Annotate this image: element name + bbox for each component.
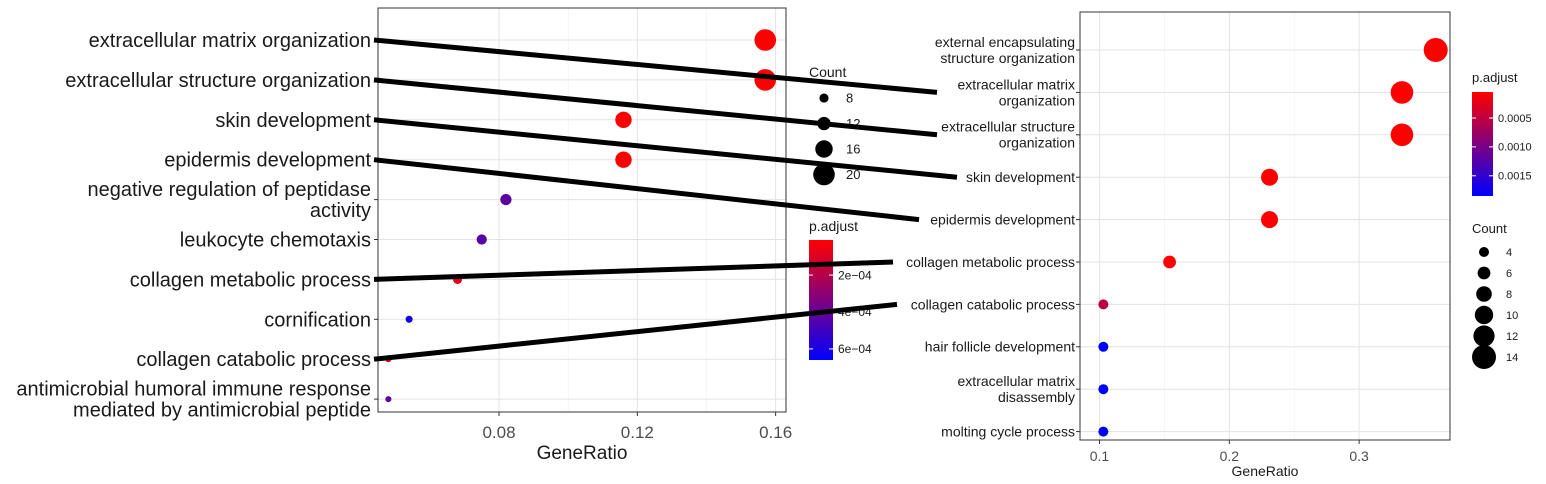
data-point xyxy=(500,194,512,206)
size-legend-key xyxy=(1474,305,1494,325)
y-tick-label: extracellular matrix xyxy=(958,76,1075,92)
y-tick-label: external encapsulating xyxy=(935,34,1075,50)
data-point xyxy=(1098,384,1109,395)
y-tick-label: activity xyxy=(310,200,371,222)
color-legend-label: 0.0005 xyxy=(1498,113,1532,125)
data-point xyxy=(1098,341,1109,352)
size-legend-key xyxy=(813,163,835,186)
data-point xyxy=(1261,211,1279,229)
panel-background xyxy=(378,8,786,412)
size-legend-title: Count xyxy=(809,64,846,80)
y-tick-label: leukocyte chemotaxis xyxy=(180,230,371,252)
size-legend-label: 8 xyxy=(1506,289,1512,301)
x-tick-label: 0.3 xyxy=(1349,448,1369,464)
x-tick-label: 0.12 xyxy=(621,423,654,442)
x-tick-label: 0.16 xyxy=(759,423,792,442)
color-legend-bar xyxy=(809,240,833,360)
data-point xyxy=(405,315,413,323)
y-tick-label: extracellular matrix xyxy=(958,373,1075,389)
size-legend-label: 20 xyxy=(846,167,860,182)
data-point xyxy=(1423,38,1448,62)
data-point xyxy=(1098,299,1109,310)
color-legend-title: p.adjust xyxy=(1472,70,1518,85)
y-tick-label: epidermis development xyxy=(930,212,1075,228)
color-legend-bar xyxy=(1472,92,1493,196)
y-tick-label: epidermis development xyxy=(164,150,371,172)
y-tick-label: extracellular structure xyxy=(941,119,1075,135)
panel-border xyxy=(1079,11,1451,441)
size-legend-key xyxy=(815,140,833,158)
connector-line xyxy=(373,77,938,138)
y-tick-label: disassembly xyxy=(998,389,1075,405)
data-point xyxy=(385,396,392,403)
size-legend-key xyxy=(819,93,829,103)
data-point xyxy=(1163,255,1176,269)
size-legend-title: Count xyxy=(1472,221,1507,236)
y-tick-label: collagen catabolic process xyxy=(136,349,371,371)
color-legend-label: 0.0015 xyxy=(1498,171,1532,183)
color-legend-label: 0.0010 xyxy=(1498,142,1532,154)
size-legend-key xyxy=(1473,325,1495,347)
data-point xyxy=(1098,426,1109,437)
x-tick-label: 0.2 xyxy=(1220,448,1240,464)
size-legend-label: 8 xyxy=(846,91,853,106)
y-tick-label: extracellular matrix organization xyxy=(89,30,371,52)
data-point xyxy=(1390,81,1414,104)
size-legend-key xyxy=(1472,345,1496,369)
connector-line xyxy=(373,37,938,95)
connector-line xyxy=(373,117,958,180)
x-tick-label: 0.1 xyxy=(1090,448,1110,464)
connector-line xyxy=(373,157,920,223)
data-point xyxy=(754,29,777,51)
color-legend-label: 6e−04 xyxy=(838,342,872,356)
data-point xyxy=(615,151,632,168)
size-legend-label: 12 xyxy=(1506,331,1518,343)
panel-border xyxy=(377,7,787,413)
data-point xyxy=(1261,168,1279,186)
x-tick-label: 0.08 xyxy=(482,423,515,442)
size-legend-label: 6 xyxy=(1506,268,1512,280)
y-tick-label: skin development xyxy=(966,169,1075,185)
y-tick-label: antimicrobial humoral immune response xyxy=(16,379,371,401)
data-point xyxy=(476,234,487,245)
connector-line xyxy=(373,259,894,282)
size-legend-label: 14 xyxy=(1506,352,1518,364)
y-tick-label: structure organization xyxy=(940,50,1075,66)
size-legend-key xyxy=(1479,247,1489,257)
y-tick-label: collagen catabolic process xyxy=(911,296,1075,312)
size-legend-key xyxy=(1477,266,1491,280)
color-legend-title: p.adjust xyxy=(809,218,858,234)
y-tick-label: collagen metabolic process xyxy=(906,254,1075,270)
y-tick-label: extracellular structure organization xyxy=(65,70,371,92)
connector-lines xyxy=(373,37,958,362)
y-tick-label: collagen metabolic process xyxy=(130,269,371,291)
y-tick-label: negative regulation of peptidase xyxy=(87,179,371,201)
y-tick-label: molting cycle process xyxy=(941,424,1075,440)
color-legend-label: 2e−04 xyxy=(838,268,872,282)
x-axis-title: GeneRatio xyxy=(1232,463,1299,479)
data-point xyxy=(1390,123,1414,147)
y-tick-label: organization xyxy=(999,135,1075,151)
y-tick-label: skin development xyxy=(215,110,371,132)
connector-line xyxy=(373,301,898,362)
y-tick-label: organization xyxy=(999,92,1075,108)
data-point xyxy=(754,69,777,91)
data-point xyxy=(615,111,632,128)
y-tick-label: mediated by antimicrobial peptide xyxy=(73,400,371,422)
y-tick-label: hair follicle development xyxy=(925,339,1075,355)
size-legend-key xyxy=(1476,286,1492,302)
left-dotplot: extracellular matrix organization extrace… xyxy=(16,7,872,464)
size-legend-label: 4 xyxy=(1506,247,1512,259)
size-legend-label: 16 xyxy=(846,142,860,157)
x-axis-title: GeneRatio xyxy=(537,443,628,464)
size-legend-label: 10 xyxy=(1506,310,1518,322)
y-tick-label: cornification xyxy=(264,309,371,331)
